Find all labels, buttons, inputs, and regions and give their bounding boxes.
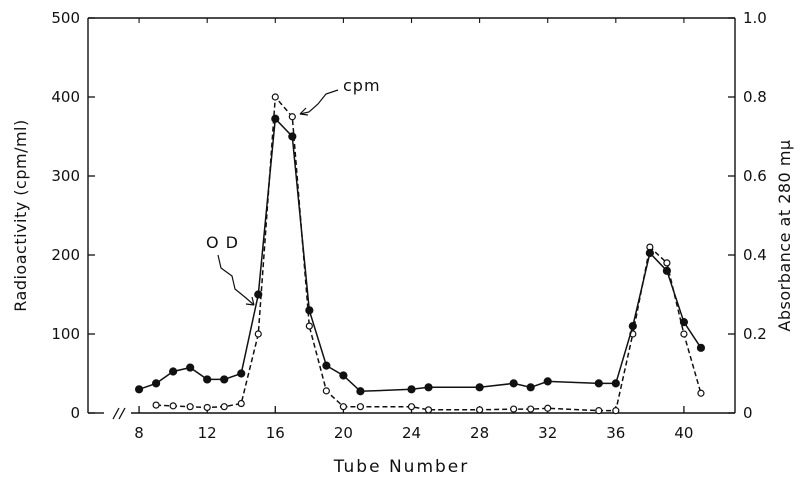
data-point-filled: [543, 377, 552, 386]
chart-series: [134, 93, 706, 415]
y-axis-title-right: Absorbance at 280 mμ: [775, 139, 794, 331]
data-point-filled: [237, 369, 246, 378]
annotation-arrowhead-cpm: [299, 107, 309, 116]
data-point-open: [544, 404, 552, 412]
data-point-filled: [475, 383, 484, 392]
annotation-od: O D: [206, 233, 239, 252]
data-point-filled: [322, 361, 331, 370]
data-point-filled: [288, 132, 297, 141]
data-point-filled: [526, 383, 535, 392]
y-tick-label-right: 1.0: [743, 9, 767, 27]
x-tick-label: 32: [538, 424, 557, 442]
data-point-open: [339, 403, 347, 411]
data-point-filled: [509, 379, 518, 388]
data-point-open: [288, 113, 296, 121]
data-point-filled: [594, 379, 603, 388]
data-point-filled: [662, 266, 671, 275]
chart-annotations: cpm O D: [206, 76, 381, 306]
axis-break-slash: [112, 407, 120, 420]
data-point-filled: [407, 385, 416, 394]
data-point-open: [697, 389, 705, 397]
x-tick-label: 12: [198, 424, 217, 442]
data-point-filled: [645, 248, 654, 258]
y-tick-label-right: 0: [743, 404, 753, 422]
data-point-open: [203, 403, 211, 412]
y-tick-label-right: 0.4: [743, 246, 767, 264]
data-point-filled: [254, 290, 263, 299]
x-tick-label: 40: [674, 424, 693, 442]
data-point-filled: [628, 322, 637, 331]
y-tick-label-right: 0.2: [743, 325, 767, 343]
annotation-leader-od: [217, 254, 255, 306]
annotation-leader-cpm: [299, 89, 339, 115]
y-tick-label-left: 500: [51, 9, 80, 27]
data-point-filled: [134, 385, 144, 394]
data-point-filled: [305, 306, 314, 315]
axis-break-slash: [118, 407, 126, 420]
data-point-filled: [203, 375, 212, 384]
y-tick-label-left: 400: [51, 88, 80, 106]
series-cpm: [152, 93, 705, 415]
axis-break-mark: [112, 407, 126, 420]
y-tick-label-right: 0.6: [743, 167, 767, 185]
data-point-filled: [271, 114, 280, 123]
x-axis-title: Tube Number: [333, 457, 470, 477]
data-point-open: [407, 403, 416, 411]
data-point-open: [237, 399, 245, 408]
data-point-open: [169, 402, 177, 410]
data-point-open: [612, 407, 620, 415]
data-point-open: [424, 406, 433, 414]
data-point-filled: [696, 343, 706, 352]
data-point-filled: [339, 371, 348, 380]
annotation-arrowhead-od: [245, 296, 255, 306]
y-tick-label-left: 300: [51, 167, 80, 185]
x-tick-label: 28: [470, 424, 489, 442]
y-tick-label-left: 100: [51, 325, 80, 343]
data-point-open: [254, 330, 262, 338]
series-line: [156, 95, 702, 412]
data-point-open: [510, 405, 518, 413]
data-point-open: [527, 405, 535, 413]
data-point-filled: [611, 379, 620, 388]
series-od: [134, 114, 706, 396]
data-point-open: [152, 401, 160, 409]
data-point-open: [271, 93, 279, 101]
data-point-open: [476, 406, 484, 414]
y-axis-title-left: Radioactivity (cpm/ml): [11, 119, 30, 311]
data-point-open: [305, 322, 313, 330]
x-tick-label: 20: [334, 424, 353, 442]
data-point-open: [220, 403, 228, 411]
chart-axes: 8 12 16 20 24 28 32 36 40010020030040050000.20.4…: [11, 9, 794, 477]
data-point-open: [680, 330, 688, 338]
x-tick-label: 8: [134, 424, 144, 442]
data-point-filled: [169, 367, 178, 376]
data-point-filled: [220, 375, 229, 384]
y-tick-label-right: 0.8: [743, 88, 767, 106]
data-point-filled: [152, 379, 161, 388]
y-tick-label-left: 200: [51, 246, 80, 264]
y-tick-label-left: 0: [70, 404, 80, 422]
data-point-open: [595, 407, 603, 415]
data-point-filled: [356, 387, 365, 396]
data-point-filled: [679, 318, 689, 327]
x-tick-label: 36: [606, 424, 625, 442]
data-point-open: [356, 403, 365, 411]
annotation-cpm: cpm: [343, 76, 381, 95]
x-tick-label: 24: [402, 424, 421, 442]
data-point-filled: [424, 383, 433, 392]
data-point-open: [663, 259, 671, 267]
x-tick-label: 16: [266, 424, 285, 442]
data-point-open: [322, 387, 330, 395]
data-point-filled: [186, 363, 195, 372]
data-point-open: [186, 403, 194, 411]
series-line: [138, 116, 702, 393]
